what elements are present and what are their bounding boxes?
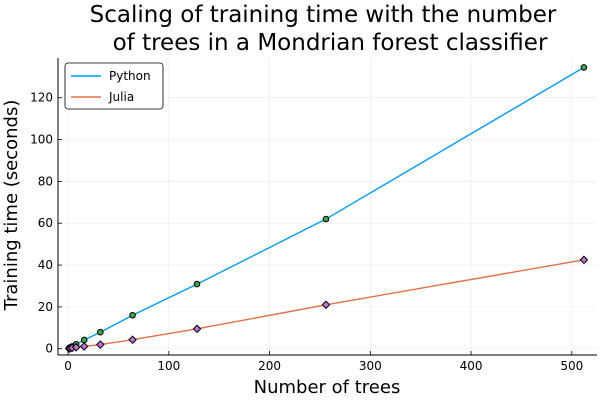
- y-tick-label-6: 120: [30, 91, 53, 105]
- data-point-python-8: [322, 215, 330, 223]
- y-tick-label-2: 40: [38, 258, 53, 272]
- x-tick-label-4: 400: [460, 359, 483, 373]
- data-point-julia-9: [579, 255, 589, 265]
- data-point-python-9: [580, 64, 588, 71]
- x-tick-label-5: 500: [560, 359, 583, 373]
- data-point-julia-8: [321, 300, 331, 310]
- data-point-julia-3: [71, 342, 81, 352]
- chart-title-line-1: Scaling of training time with the number: [90, 2, 557, 28]
- x-tick-labels: 0 100 200 300 400 500: [64, 359, 583, 373]
- data-point-julia-7: [192, 324, 202, 334]
- grid: [58, 58, 597, 355]
- legend: Python Julia: [64, 62, 164, 110]
- y-tick-label-4: 80: [38, 174, 53, 188]
- x-tick-label-0: 0: [64, 359, 72, 373]
- data-point-julia-5: [96, 340, 105, 349]
- data-point-python-7: [193, 280, 201, 288]
- x-tick-label-3: 300: [359, 359, 382, 373]
- chart-title-line-2: of trees in a Mondrian forest classifier: [113, 30, 548, 56]
- axes: [57, 58, 597, 356]
- x-tick-label-2: 200: [258, 359, 281, 373]
- legend-label-python: Python: [109, 69, 151, 83]
- chart-title: Scaling of training time with the number…: [90, 2, 557, 56]
- x-tick-label-1: 100: [157, 359, 180, 373]
- series-julia: [64, 255, 589, 353]
- y-tick-label-3: 60: [38, 216, 53, 230]
- x-axis-label: Number of trees: [254, 377, 401, 398]
- y-tick-label-1: 20: [38, 300, 53, 314]
- data-point-julia-4: [79, 342, 89, 351]
- legend-label-julia: Julia: [108, 90, 134, 104]
- y-tick-label-5: 100: [30, 133, 53, 147]
- series-layer: [64, 64, 589, 353]
- y-tick-label-0: 0: [45, 342, 53, 356]
- y-tick-labels: 0 20 40 60 80 100 120: [30, 91, 53, 356]
- y-axis-label: Training time (seconds): [1, 100, 22, 312]
- data-point-python-5: [97, 328, 104, 336]
- data-point-julia-6: [128, 335, 137, 345]
- data-point-python-4: [80, 336, 88, 344]
- data-point-python-6: [129, 311, 136, 319]
